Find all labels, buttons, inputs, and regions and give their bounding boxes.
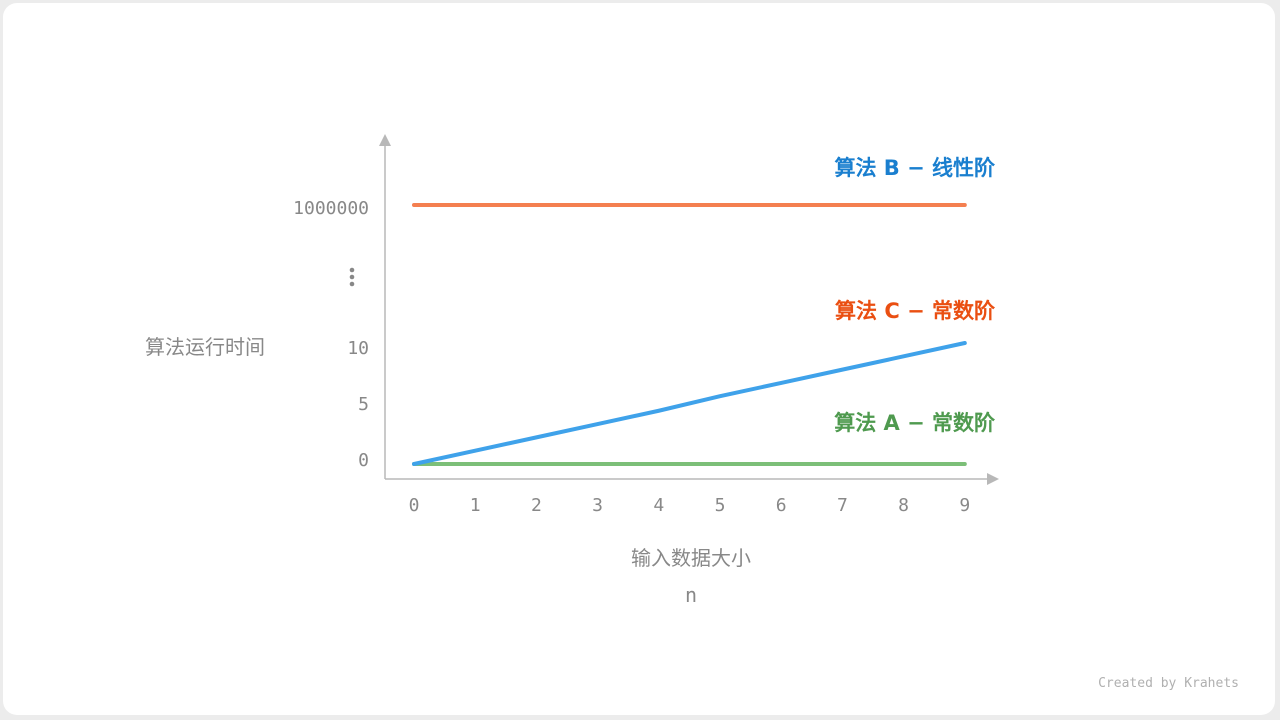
x-axis-label: 输入数据大小 [631,546,751,570]
x-tick-label: 6 [776,495,787,516]
y-tick-label: 5 [358,394,369,415]
x-tick-label: 2 [531,495,542,516]
x-tick-label: 9 [959,495,970,516]
y-tick-label: 0 [358,450,369,471]
chart-card [3,3,1275,715]
x-tick-label: 1 [470,495,481,516]
y-axis-break-dots [349,267,355,287]
series-label-a: 算法 A − 常数阶 [834,411,996,435]
y-tick-label: 10 [347,338,369,359]
x-axis-sublabel: n [685,583,697,607]
series-line-b [412,341,967,466]
x-tick-label: 7 [837,495,848,516]
credit: Created by Krahets [1098,676,1239,691]
series-label-b: 算法 B − 线性阶 [834,156,996,180]
x-tick-label: 5 [715,495,726,516]
x-tick-label: 3 [592,495,603,516]
x-tick-label: 8 [898,495,909,516]
x-tick-label: 0 [409,495,420,516]
series-label-c: 算法 C − 常数阶 [835,299,996,323]
y-tick-label: 1000000 [293,198,369,219]
y-axis-label: 算法运行时间 [145,335,265,359]
x-tick-label: 4 [653,495,664,516]
